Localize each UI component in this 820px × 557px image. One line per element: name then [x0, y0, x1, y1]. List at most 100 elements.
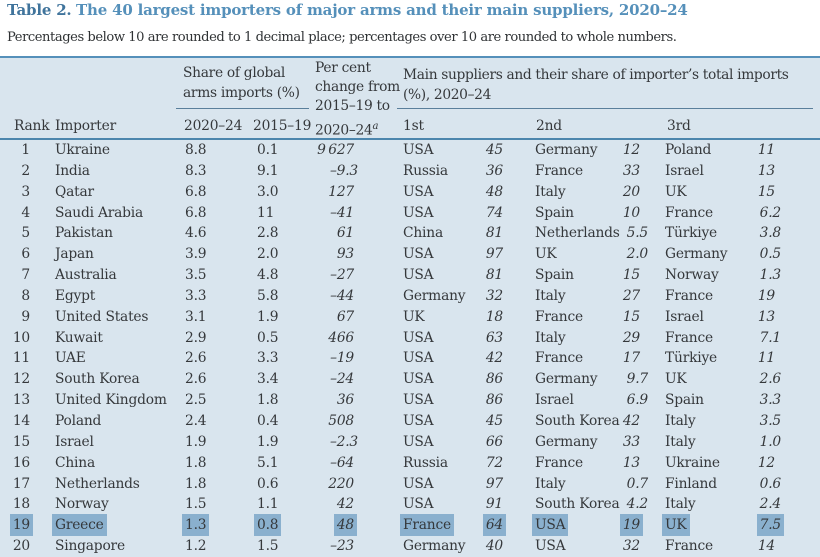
supplier2-share-cell: 20 [622, 183, 640, 200]
importer-cell: Australia [55, 267, 117, 284]
rank-cell: 17 [12, 475, 30, 492]
supplier1-name-cell: UK [403, 308, 425, 325]
supplier3-name-cell: Ukraine [665, 454, 720, 471]
supplier1-name-cell: Germany [403, 538, 466, 555]
share-2020-24-cell: 3.1 [185, 308, 207, 325]
supplier1-share-cell: 45 [485, 412, 503, 429]
share-2015-19-cell: 3.0 [257, 183, 279, 200]
rank-cell: 13 [12, 392, 30, 409]
supplier2-name-cell: Spain [535, 267, 574, 284]
share-2015-19-cell: 0.6 [257, 475, 279, 492]
supplier1-name-cell: USA [403, 392, 434, 409]
supplier1-share-cell: 40 [485, 538, 503, 555]
table-row: 16 China 1.8 5.1 –64 Russia 72 France 13 Ukraine 1… [0, 453, 820, 474]
supplier2-share-cell: 32 [622, 538, 640, 555]
importer-cell: Ukraine [55, 142, 110, 158]
supplier2-name-cell: Italy [535, 183, 566, 200]
supplier1-name-cell: USA [403, 496, 434, 513]
supplier2-name-cell: France [535, 162, 583, 179]
header-percent-change: Per cent change from 2015–19 to 2020–24a [315, 59, 405, 141]
supplier3-name-cell: Israel [665, 162, 704, 179]
supplier1-share-cell: 97 [485, 475, 503, 492]
share-2015-19-cell: 0.1 [257, 142, 279, 158]
supplier3-share-cell: 11 [757, 350, 775, 367]
table-row: 5 Pakistan 4.6 2.8 61 China 81 Netherlands 5.5 Tü… [0, 223, 820, 244]
supplier3-share-cell: 19 [757, 287, 775, 304]
supplier1-name-cell: USA [403, 142, 434, 158]
rank-cell: 4 [21, 204, 30, 221]
supplier2-name-cell: UK [535, 246, 557, 263]
rank-cell: 3 [21, 183, 30, 200]
supplier1-share-cell: 72 [485, 454, 503, 471]
rank-cell: 2 [21, 162, 30, 179]
share-2020-24-cell: 2.6 [185, 371, 207, 388]
share-2020-24-cell: 2.6 [185, 350, 207, 367]
supplier1-name-cell: USA [403, 475, 434, 492]
rank-cell: 12 [12, 371, 30, 388]
importer-cell: Poland [55, 412, 102, 429]
supplier2-share-cell: 33 [622, 433, 640, 450]
supplier2-name-cell: Germany [535, 371, 598, 388]
supplier3-name-cell: Norway [665, 267, 719, 284]
supplier3-share-cell: 3.3 [759, 392, 782, 409]
supplier1-share-cell: 74 [485, 204, 503, 221]
supplier2-share-cell: 5.5 [626, 225, 649, 242]
share-2015-19-cell: 1.8 [257, 392, 279, 409]
header-supplier-3rd: 3rd [667, 117, 691, 134]
table-row: 2 India 8.3 9.1 –9.3 Russia 36 France 33 Israel 13 [0, 161, 820, 182]
supplier1-name-cell: USA [403, 204, 434, 221]
supplier2-name-cell: France [535, 308, 583, 325]
supplier2-name-cell: France [535, 454, 583, 471]
supplier2-name-cell: South Korea [535, 412, 620, 429]
supplier2-share-cell: 17 [622, 350, 640, 367]
share-2015-19-cell: 3.3 [257, 350, 279, 367]
table-row: 13 United Kingdom 2.5 1.8 36 USA 86 Israel 6.9 Sp… [0, 390, 820, 411]
importer-cell: South Korea [55, 371, 140, 388]
supplier1-share-cell: 86 [485, 392, 503, 409]
supplier1-share-cell: 86 [485, 371, 503, 388]
importer-cell: Egypt [55, 287, 96, 304]
supplier3-name-cell: UK [665, 183, 687, 200]
share-2020-24-cell: 1.8 [185, 475, 207, 492]
share-2020-24-cell: 3.5 [185, 267, 207, 284]
share-2020-24-cell: 1.3 [185, 517, 207, 534]
header-share-2020-24: 2020–24 [184, 117, 243, 134]
percent-change-cell: 36 [336, 392, 354, 409]
supplier3-share-cell: 7.5 [759, 517, 781, 534]
share-2020-24-cell: 1.2 [185, 538, 207, 555]
importer-cell: United States [55, 308, 149, 325]
supplier1-share-cell: 91 [485, 496, 503, 513]
header-share-group: Share of global arms imports (%) [183, 65, 300, 101]
share-2015-19-cell: 5.8 [257, 287, 279, 304]
supplier1-name-cell: USA [403, 350, 434, 367]
supplier3-share-cell: 2.4 [759, 496, 782, 513]
header-suppliers-group: Main suppliers and their share of import… [403, 67, 789, 103]
supplier3-name-cell: Türkiye [665, 225, 718, 242]
supplier2-share-cell: 42 [622, 412, 640, 429]
table-row: 10 Kuwait 2.9 0.5 466 USA 63 Italy 29 France 7.1 [0, 328, 820, 349]
supplier1-name-cell: France [403, 517, 451, 534]
share-2020-24-cell: 3.9 [185, 246, 207, 263]
importer-cell: India [55, 162, 90, 179]
supplier1-name-cell: USA [403, 267, 434, 284]
importer-cell: Israel [55, 433, 94, 450]
rank-cell: 14 [12, 412, 30, 429]
supplier3-name-cell: UK [665, 371, 687, 388]
supplier2-name-cell: Israel [535, 392, 574, 409]
share-2015-19-cell: 5.1 [257, 454, 279, 471]
supplier3-share-cell: 2.6 [759, 371, 782, 388]
rank-cell: 7 [21, 267, 30, 284]
percent-change-cell: –27 [330, 267, 354, 284]
supplier1-share-cell: 36 [485, 162, 503, 179]
share-2020-24-cell: 1.5 [185, 496, 207, 513]
share-2020-24-cell: 1.8 [185, 454, 207, 471]
table-note: Percentages below 10 are rounded to 1 de… [7, 30, 677, 45]
share-2020-24-cell: 2.5 [185, 392, 207, 409]
supplier3-name-cell: Italy [665, 496, 696, 513]
supplier1-share-cell: 42 [485, 350, 503, 367]
supplier2-share-cell: 27 [622, 287, 640, 304]
header-supplier-2nd: 2nd [536, 117, 562, 134]
supplier2-share-cell: 12 [622, 142, 640, 158]
rank-cell: 10 [12, 329, 30, 346]
supplier3-name-cell: Poland [665, 142, 712, 158]
